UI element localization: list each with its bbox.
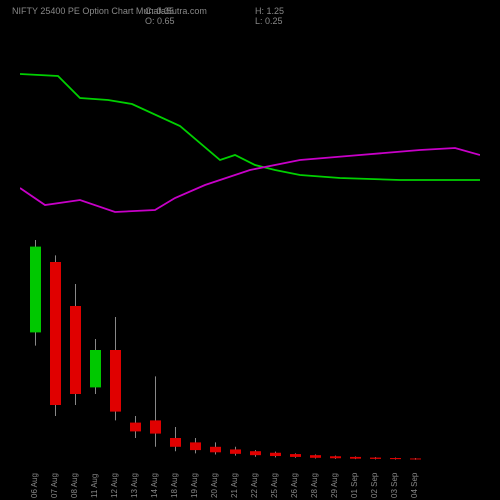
ohlc-open: O: 0.65 — [145, 16, 225, 26]
x-axis-label: 08 Aug — [70, 473, 79, 498]
x-axis-label: 20 Aug — [210, 473, 219, 498]
ohlc-block: C: 0.35 H: 1.25 O: 0.65 L: 0.25 — [145, 6, 335, 26]
ohlc-close: C: 0.35 — [145, 6, 225, 16]
x-axis-label: 07 Aug — [50, 473, 59, 498]
x-axis-label: 22 Aug — [250, 473, 259, 498]
x-axis-label: 11 Aug — [90, 474, 99, 498]
chart-area — [20, 30, 480, 460]
x-axis-label: 06 Aug — [30, 473, 39, 498]
ohlc-low: L: 0.25 — [255, 16, 335, 26]
x-axis-label: 18 Aug — [170, 473, 179, 498]
x-axis-label: 02 Sep — [370, 473, 379, 498]
x-axis-label: 14 Aug — [150, 473, 159, 498]
x-axis-label: 29 Aug — [330, 473, 339, 498]
x-axis-label: 13 Aug — [130, 473, 139, 498]
x-axis-labels: 06 Aug 07 Aug 08 Aug 11 Aug 12 Aug 13 Aug 14 A… — [20, 462, 480, 498]
x-axis-label: 03 Sep — [390, 473, 399, 498]
x-axis-label: 12 Aug — [110, 473, 119, 498]
x-axis-label: 04 Sep — [410, 473, 419, 498]
x-axis-label: 21 Aug — [230, 473, 239, 498]
x-axis-label: 25 Aug — [270, 473, 279, 498]
ohlc-high: H: 1.25 — [255, 6, 335, 16]
x-axis-label: 01 Sep — [350, 473, 359, 498]
x-axis-label: 26 Aug — [290, 473, 299, 498]
x-axis-label: 28 Aug — [310, 473, 319, 498]
x-axis-label: 19 Aug — [190, 473, 199, 498]
chart-svg — [20, 30, 480, 460]
